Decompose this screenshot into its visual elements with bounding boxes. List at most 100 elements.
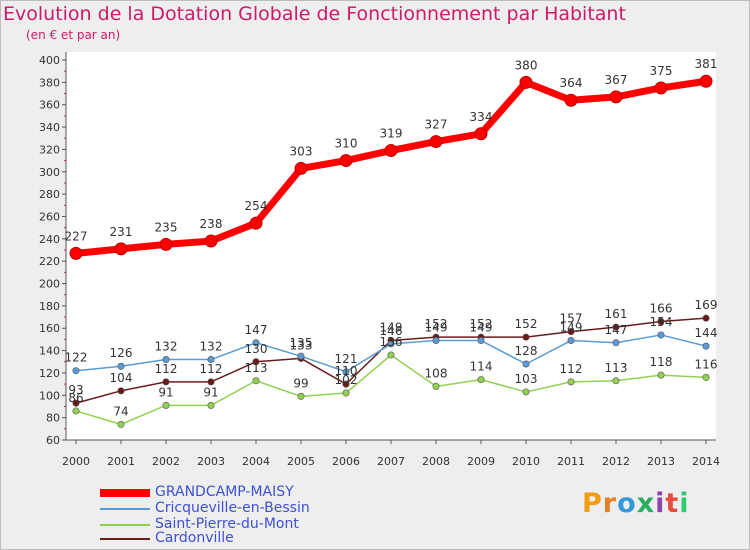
y-tick-label: 300 [39,166,60,179]
data-point-2 [117,420,125,428]
data-label-2: 136 [380,335,403,349]
data-point-0 [564,93,578,107]
data-point-2 [252,377,260,385]
data-label-0: 327 [425,118,448,132]
legend-label-cricqueville: Cricqueville-en-Bessin [155,500,310,516]
data-label-0: 319 [380,127,403,141]
data-label-2: 74 [113,404,128,418]
logo-letter: r [602,488,618,519]
data-label-3: 130 [245,342,268,356]
legend-swatch-saint-pierre [100,524,150,526]
x-tick-label: 2003 [197,455,225,468]
data-point-0 [429,135,443,149]
y-tick-label: 60 [46,434,60,447]
data-label-1: 146 [380,324,403,338]
data-label-0: 303 [290,144,313,158]
legend-label-grandcamp: GRANDCAMP-MAISY [155,484,294,500]
y-tick-label: 100 [39,389,60,402]
x-tick-label: 2009 [467,455,495,468]
y-tick-label: 320 [39,143,60,156]
x-tick-label: 2011 [557,455,585,468]
y-tick-label: 120 [39,367,60,380]
data-label-1: 128 [515,344,538,358]
proxiti-logo: Proxiti [582,488,690,519]
data-label-2: 118 [650,355,673,369]
data-point-0 [474,127,488,141]
data-label-3: 166 [650,302,673,316]
logo-letter: P [582,488,603,519]
data-label-0: 381 [695,57,718,71]
data-point-3 [657,318,665,326]
data-label-3: 152 [515,317,538,331]
data-label-1: 132 [200,340,223,354]
data-point-0 [384,144,398,158]
data-label-0: 254 [245,199,268,213]
data-point-3 [207,378,215,386]
logo-letter: i [679,488,690,519]
data-point-0 [204,234,218,248]
data-label-1: 149 [425,321,448,335]
y-tick-label: 400 [39,54,60,67]
data-point-3 [342,380,350,388]
data-label-0: 238 [200,217,223,231]
x-tick-label: 2008 [422,455,450,468]
data-label-0: 235 [155,220,178,234]
logo-letter: t [665,488,680,519]
legend-swatch-cardonville [100,538,150,540]
data-point-1 [297,352,305,360]
data-label-1: 147 [605,323,628,337]
y-tick-label: 200 [39,278,60,291]
data-point-3 [252,358,260,366]
data-point-1 [612,339,620,347]
data-point-2 [612,377,620,385]
data-label-1: 154 [650,315,673,329]
data-label-2: 108 [425,366,448,380]
logo-letter: i [655,488,666,519]
data-label-2: 112 [560,362,583,376]
x-tick-label: 2010 [512,455,540,468]
chart-title: Evolution de la Dotation Globale de Fonc… [3,3,626,25]
data-point-2 [387,351,395,359]
data-point-2 [657,371,665,379]
data-point-2 [72,407,80,415]
x-tick-label: 2007 [377,455,405,468]
x-tick-label: 2001 [107,455,135,468]
data-label-2: 102 [335,373,358,387]
y-tick-label: 280 [39,188,60,201]
y-tick-label: 360 [39,99,60,112]
data-point-2 [297,392,305,400]
data-point-2 [342,389,350,397]
data-point-1 [522,360,530,368]
logo-letter: x [636,488,656,519]
data-point-1 [252,339,260,347]
legend-swatch-grandcamp [100,489,150,497]
data-label-2: 99 [293,376,308,390]
data-label-2: 103 [515,372,538,386]
data-label-0: 310 [335,137,358,151]
data-point-1 [702,342,710,350]
data-point-0 [519,75,533,89]
data-point-1 [387,340,395,348]
data-label-2: 91 [158,385,173,399]
y-tick-label: 380 [39,76,60,89]
data-label-1: 135 [290,336,313,350]
data-label-0: 334 [470,110,493,124]
data-label-3: 169 [695,298,718,312]
data-point-1 [432,337,440,345]
data-point-0 [114,242,128,256]
data-point-1 [657,331,665,339]
data-point-3 [72,399,80,407]
data-point-0 [69,246,83,260]
data-label-0: 364 [560,76,583,90]
y-tick-label: 260 [39,210,60,223]
data-point-3 [162,378,170,386]
data-label-3: 112 [200,362,223,376]
data-point-0 [249,216,263,230]
data-point-3 [702,314,710,322]
data-label-0: 375 [650,64,673,78]
data-point-0 [294,161,308,175]
y-tick-label: 240 [39,233,60,246]
data-point-2 [702,373,710,381]
data-label-3: 133 [290,338,313,352]
